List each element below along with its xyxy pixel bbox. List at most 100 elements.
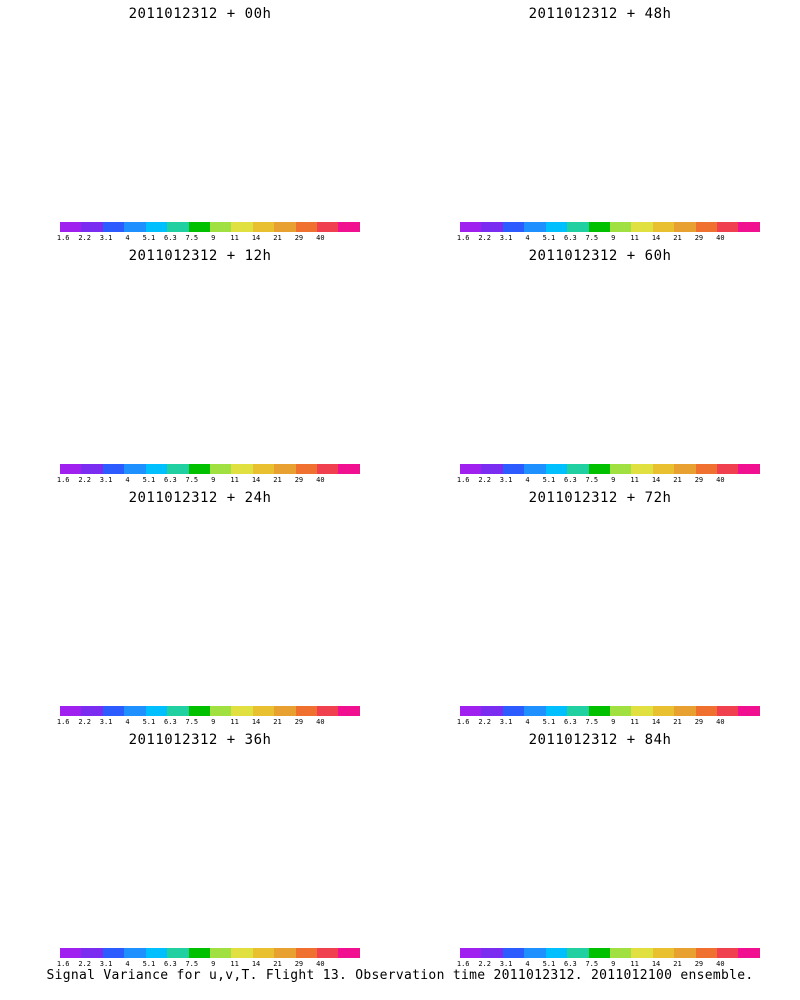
colorbar-swatch xyxy=(145,222,168,232)
colorbar-swatch xyxy=(295,706,318,716)
colorbar-swatch xyxy=(502,222,525,232)
colorbar-tick-label: 7.5 xyxy=(585,476,599,484)
colorbar-tick-label: 2.2 xyxy=(478,960,491,968)
colorbar-swatch xyxy=(338,222,360,232)
colorbar-tick-label: 11 xyxy=(630,960,639,968)
colorbar-tick-label: 1.6 xyxy=(56,476,70,484)
map-panel: 2011012312 + 84h 1.6 2.2 3.1 4 5.1 6.3 7.5 9 11 14… xyxy=(400,726,800,976)
panel-title: 2011012312 + 84h xyxy=(528,732,672,748)
colorbar-tick-label: 9 xyxy=(211,718,216,726)
colorbar-tick-label: 21 xyxy=(673,718,682,726)
colorbar-swatch xyxy=(631,948,653,958)
colorbar-tick-label: 6.3 xyxy=(164,960,177,968)
colorbar-swatch xyxy=(588,706,610,716)
colorbar-ticks: 1.6 2.2 3.1 4 5.1 6.3 7.5 9 11 14 21 29 40 xyxy=(57,718,360,728)
colorbar-swatch xyxy=(481,948,503,958)
colorbar-swatch xyxy=(145,948,168,958)
colorbar-tick-label: 21 xyxy=(273,960,282,968)
variance-map xyxy=(410,752,790,942)
colorbar-tick-label: 29 xyxy=(694,960,704,968)
colorbar-tick-label: 6.3 xyxy=(564,476,577,484)
colorbar-swatch xyxy=(609,706,632,716)
colorbar-swatch xyxy=(81,222,103,232)
colorbar-swatch xyxy=(460,464,482,474)
colorbar-swatch xyxy=(567,222,589,232)
panel-title: 2011012312 + 48h xyxy=(528,6,672,22)
colorbar-swatch xyxy=(717,706,739,716)
colorbar-swatch xyxy=(124,222,146,232)
colorbar-swatch xyxy=(167,222,189,232)
colorbar-tick-label: 11 xyxy=(630,234,639,242)
colorbar-tick-label: 7.5 xyxy=(185,960,199,968)
variance-map xyxy=(410,268,790,458)
colorbar-swatch xyxy=(674,706,696,716)
colorbar xyxy=(460,464,760,474)
colorbar-swatch xyxy=(188,948,210,958)
colorbar-swatch xyxy=(167,948,189,958)
map-panel: 2011012312 + 00h 1.6 2.2 3.1 4 5.1 6.3 7.5 9 11 14… xyxy=(0,0,400,250)
colorbar-tick-label: 7.5 xyxy=(185,234,199,242)
colorbar-tick-label: 4 xyxy=(125,718,130,726)
colorbar-tick-label: 5.1 xyxy=(542,234,556,242)
colorbar xyxy=(60,948,360,958)
colorbar-swatch xyxy=(102,948,125,958)
colorbar-tick-label: 14 xyxy=(251,718,261,726)
colorbar-swatch xyxy=(145,464,168,474)
panel-title: 2011012312 + 72h xyxy=(528,490,672,506)
panel-title: 2011012312 + 24h xyxy=(128,490,272,506)
colorbar-tick-label: 4 xyxy=(525,476,530,484)
colorbar-tick-label: 1.6 xyxy=(456,234,470,242)
colorbar-tick-label: 11 xyxy=(230,476,239,484)
colorbar-tick-label: 21 xyxy=(273,476,282,484)
colorbar-swatch xyxy=(338,464,360,474)
colorbar-tick-label: 7.5 xyxy=(185,476,199,484)
colorbar-tick-label: 5.1 xyxy=(142,234,156,242)
colorbar-swatch xyxy=(524,706,546,716)
colorbar-tick-label: 21 xyxy=(673,960,682,968)
map-panel: 2011012312 + 60h 1.6 2.2 3.1 4 5.1 6.3 7.5 9 11 14… xyxy=(400,242,800,492)
figure-caption: Signal Variance for u,v,T. Flight 13. Ob… xyxy=(46,968,754,983)
colorbar-tick-label: 1.6 xyxy=(56,960,70,968)
colorbar-swatch xyxy=(481,706,503,716)
colorbar-tick-label: 29 xyxy=(294,960,304,968)
variance-map xyxy=(10,510,390,700)
colorbar-swatch xyxy=(502,464,525,474)
colorbar-swatch xyxy=(274,464,296,474)
colorbar-swatch xyxy=(188,222,210,232)
colorbar-tick-label: 9 xyxy=(611,476,616,484)
colorbar-swatch xyxy=(167,464,189,474)
colorbar-swatch xyxy=(209,222,232,232)
colorbar-swatch xyxy=(695,948,718,958)
colorbar-tick-label: 29 xyxy=(694,234,704,242)
colorbar-tick-label: 21 xyxy=(673,234,682,242)
colorbar-swatch xyxy=(60,222,82,232)
panel-title: 2011012312 + 12h xyxy=(128,248,272,264)
colorbar xyxy=(60,222,360,232)
colorbar-tick-label: 5.1 xyxy=(542,476,556,484)
colorbar-tick-label: 40 xyxy=(716,718,725,726)
colorbar-swatch xyxy=(695,706,718,716)
colorbar-swatch xyxy=(145,706,168,716)
map-panel: 2011012312 + 24h 1.6 2.2 3.1 4 5.1 6.3 7.5 9 11 14… xyxy=(0,484,400,734)
colorbar-swatch xyxy=(524,948,546,958)
colorbar-tick-label: 7.5 xyxy=(185,718,199,726)
colorbar-swatch xyxy=(102,464,125,474)
colorbar-swatch xyxy=(274,948,296,958)
colorbar-ticks: 1.6 2.2 3.1 4 5.1 6.3 7.5 9 11 14 21 29 40 xyxy=(456,476,760,486)
colorbar-tick-label: 40 xyxy=(316,234,325,242)
colorbar-swatch xyxy=(252,706,275,716)
colorbar-swatch xyxy=(231,222,253,232)
colorbar-swatch xyxy=(124,706,146,716)
panel-title: 2011012312 + 60h xyxy=(528,248,672,264)
colorbar-swatch xyxy=(588,464,610,474)
colorbar-tick-label: 21 xyxy=(273,718,282,726)
variance-map xyxy=(10,268,390,458)
colorbar xyxy=(60,464,360,474)
colorbar-tick-label: 1.6 xyxy=(456,476,470,484)
colorbar-tick-label: 40 xyxy=(716,960,725,968)
colorbar-swatch xyxy=(252,222,275,232)
colorbar-swatch xyxy=(717,948,739,958)
colorbar-tick-label: 4 xyxy=(525,718,530,726)
colorbar-ticks: 1.6 2.2 3.1 4 5.1 6.3 7.5 9 11 14 21 29 40 xyxy=(56,476,360,486)
colorbar-swatch xyxy=(295,948,318,958)
